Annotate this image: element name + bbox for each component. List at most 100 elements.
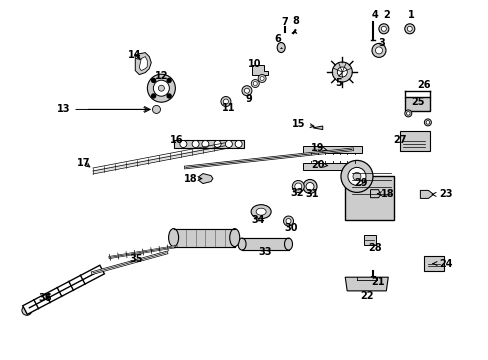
Polygon shape bbox=[135, 53, 151, 75]
Text: 2: 2 bbox=[382, 10, 389, 20]
Text: 34: 34 bbox=[251, 215, 264, 225]
Polygon shape bbox=[345, 277, 387, 291]
Text: 36: 36 bbox=[38, 293, 52, 303]
Circle shape bbox=[242, 86, 251, 96]
Text: 8: 8 bbox=[292, 16, 299, 26]
Circle shape bbox=[375, 47, 382, 54]
Circle shape bbox=[223, 99, 228, 104]
Circle shape bbox=[378, 24, 388, 34]
Circle shape bbox=[153, 80, 169, 96]
Ellipse shape bbox=[284, 238, 292, 250]
Ellipse shape bbox=[256, 208, 265, 215]
Polygon shape bbox=[252, 65, 267, 75]
Circle shape bbox=[202, 140, 208, 148]
Text: 5: 5 bbox=[334, 72, 342, 88]
Circle shape bbox=[235, 140, 242, 148]
Circle shape bbox=[340, 161, 372, 192]
FancyBboxPatch shape bbox=[424, 256, 443, 271]
Text: 9: 9 bbox=[244, 94, 251, 104]
Text: 7: 7 bbox=[281, 17, 287, 27]
Circle shape bbox=[292, 180, 304, 193]
Circle shape bbox=[180, 140, 186, 148]
Text: 31: 31 bbox=[305, 189, 318, 199]
Circle shape bbox=[285, 219, 290, 224]
Text: 25: 25 bbox=[410, 96, 424, 107]
Circle shape bbox=[407, 26, 411, 31]
Circle shape bbox=[303, 180, 316, 193]
Text: 21: 21 bbox=[370, 276, 384, 287]
Text: 26: 26 bbox=[417, 80, 430, 90]
Text: 11: 11 bbox=[222, 103, 235, 113]
Bar bbox=[404, 97, 429, 111]
Circle shape bbox=[151, 78, 155, 82]
Circle shape bbox=[294, 183, 301, 190]
Text: 28: 28 bbox=[367, 243, 381, 253]
Polygon shape bbox=[420, 190, 431, 198]
Text: 16: 16 bbox=[170, 135, 183, 145]
Bar bbox=[303, 163, 361, 170]
Circle shape bbox=[404, 24, 414, 34]
Ellipse shape bbox=[229, 229, 239, 247]
Text: 20: 20 bbox=[310, 160, 327, 170]
Text: 1: 1 bbox=[407, 10, 414, 20]
Text: 10: 10 bbox=[247, 59, 261, 69]
Circle shape bbox=[406, 112, 409, 115]
Text: 22: 22 bbox=[359, 291, 373, 301]
Circle shape bbox=[305, 183, 313, 190]
FancyBboxPatch shape bbox=[399, 131, 429, 151]
Circle shape bbox=[167, 94, 171, 98]
Circle shape bbox=[260, 76, 264, 81]
Polygon shape bbox=[312, 126, 322, 130]
Text: 27: 27 bbox=[392, 135, 406, 145]
Circle shape bbox=[22, 305, 32, 315]
Text: 12: 12 bbox=[154, 71, 168, 81]
Circle shape bbox=[225, 140, 232, 148]
Polygon shape bbox=[139, 57, 147, 71]
Circle shape bbox=[381, 26, 386, 31]
Circle shape bbox=[147, 74, 175, 102]
Polygon shape bbox=[370, 190, 380, 198]
Text: 30: 30 bbox=[284, 223, 298, 233]
Circle shape bbox=[253, 81, 257, 86]
FancyBboxPatch shape bbox=[344, 176, 393, 220]
Circle shape bbox=[283, 216, 293, 226]
Text: 3: 3 bbox=[377, 38, 384, 48]
Text: 13: 13 bbox=[57, 104, 147, 114]
Text: 35: 35 bbox=[129, 254, 142, 264]
Bar bbox=[303, 146, 361, 153]
Ellipse shape bbox=[277, 42, 285, 53]
Circle shape bbox=[151, 94, 155, 98]
Text: 18: 18 bbox=[183, 174, 202, 184]
Text: 19: 19 bbox=[310, 143, 327, 153]
Text: 6: 6 bbox=[274, 34, 281, 44]
Text: 23: 23 bbox=[431, 189, 452, 199]
Text: 17: 17 bbox=[77, 158, 91, 168]
Circle shape bbox=[424, 119, 430, 126]
Circle shape bbox=[332, 62, 351, 82]
Text: 32: 32 bbox=[290, 188, 304, 198]
Circle shape bbox=[337, 67, 346, 77]
Polygon shape bbox=[199, 174, 212, 184]
Text: 33: 33 bbox=[258, 247, 271, 257]
Circle shape bbox=[425, 121, 429, 124]
Circle shape bbox=[352, 172, 360, 180]
Ellipse shape bbox=[251, 205, 270, 219]
Bar bbox=[173, 140, 244, 148]
Circle shape bbox=[244, 88, 249, 93]
Circle shape bbox=[371, 44, 385, 57]
Text: 18: 18 bbox=[377, 189, 393, 199]
Circle shape bbox=[158, 85, 164, 91]
Circle shape bbox=[221, 96, 230, 107]
Polygon shape bbox=[363, 235, 375, 246]
Ellipse shape bbox=[238, 238, 245, 250]
Text: 15: 15 bbox=[291, 119, 313, 129]
Circle shape bbox=[347, 167, 365, 185]
Ellipse shape bbox=[168, 229, 178, 247]
Circle shape bbox=[167, 78, 171, 82]
Text: 29: 29 bbox=[353, 178, 367, 188]
Text: 4: 4 bbox=[370, 10, 377, 20]
Circle shape bbox=[251, 80, 259, 87]
Circle shape bbox=[404, 110, 411, 117]
Text: 24: 24 bbox=[432, 258, 452, 269]
Circle shape bbox=[152, 105, 160, 113]
